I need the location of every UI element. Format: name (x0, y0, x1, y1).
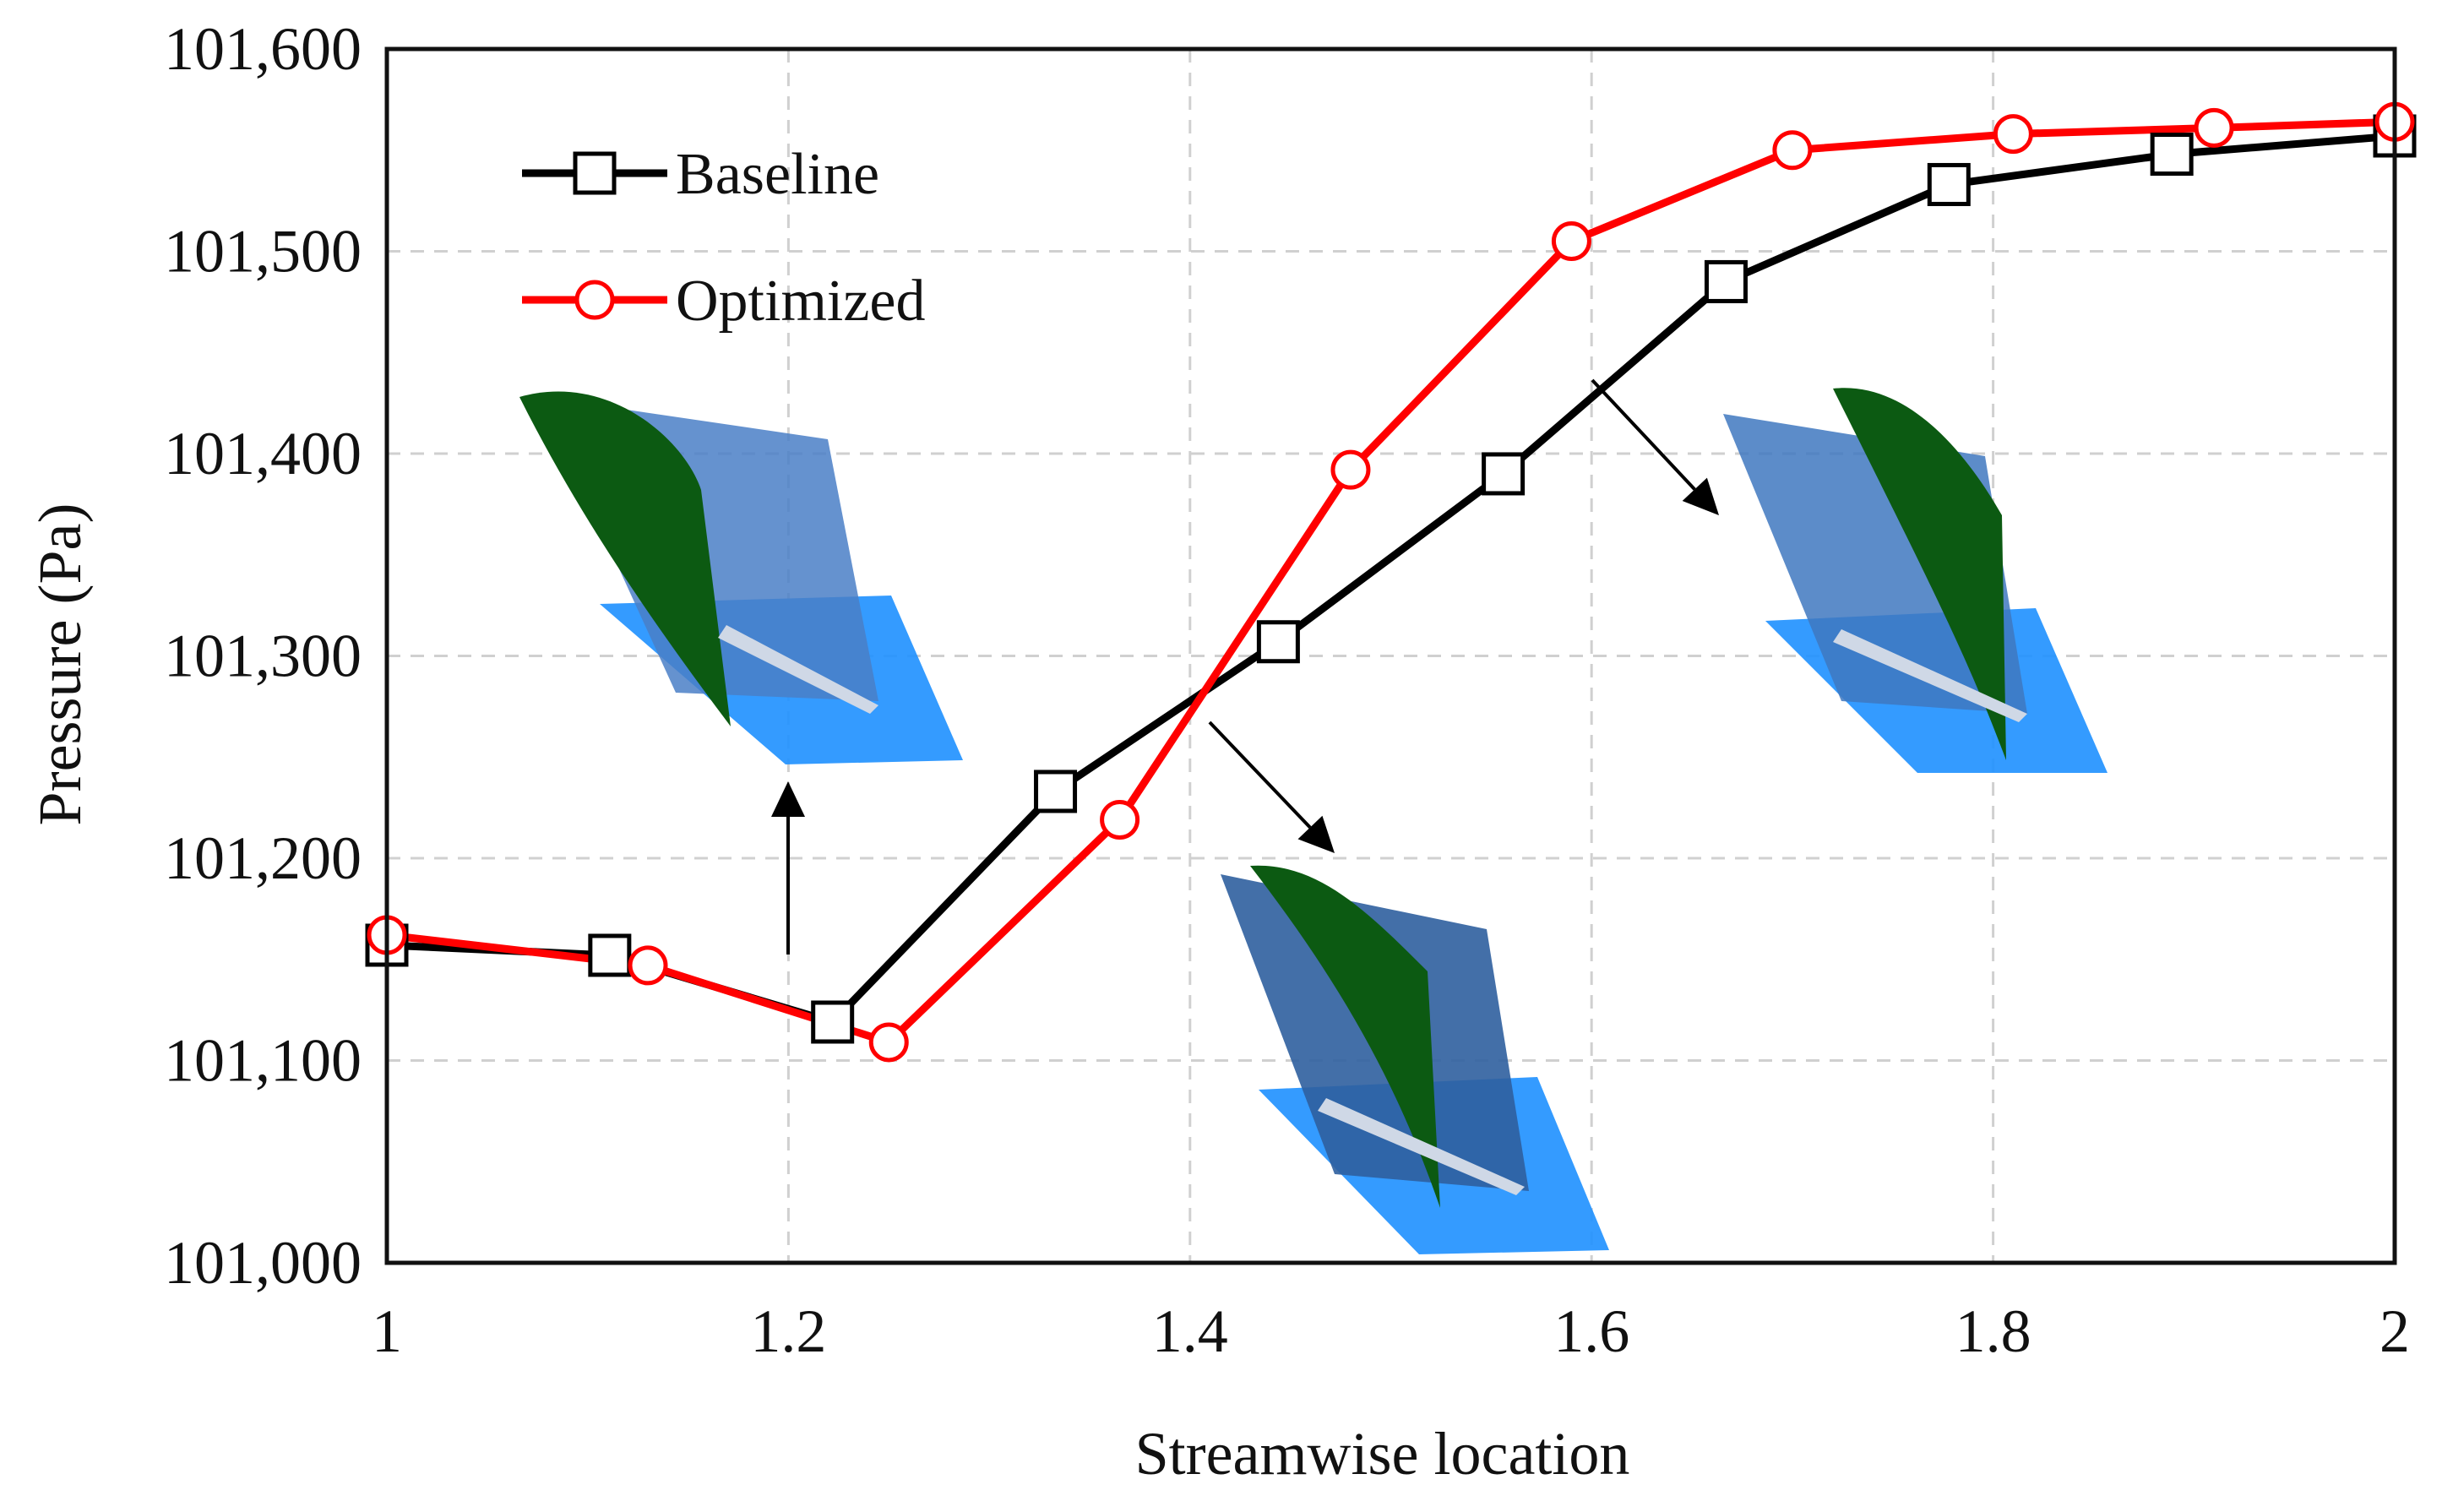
blade-geometry-inlet (519, 391, 963, 764)
legend: Baseline Optimized (522, 142, 925, 334)
data-point-baseline (2150, 133, 2194, 177)
x-axis-title: Streamwise location (1135, 1420, 1630, 1488)
data-point-optimized (1551, 221, 1591, 262)
y-tick-label: 101,000 (164, 1229, 362, 1297)
data-point-optimized (1772, 130, 1813, 171)
data-point-baseline (811, 1000, 855, 1044)
data-point-optimized (628, 945, 668, 986)
legend-label-optimized: Optimized (676, 269, 925, 334)
x-tick-label: 1.8 (1955, 1297, 2031, 1365)
data-point-baseline (1256, 620, 1300, 664)
y-tick-label: 101,100 (164, 1027, 362, 1095)
data-point-optimized (1100, 799, 1140, 840)
y-tick-label: 101,500 (164, 218, 362, 286)
data-point-baseline (1482, 452, 1526, 496)
blade-geometry-outlet (1723, 388, 2108, 773)
data-point-baseline (1927, 162, 1971, 206)
arrow-to-blade-outlet-shaft (1591, 378, 1696, 491)
y-tick-label: 101,200 (164, 824, 362, 892)
arrow-to-blade-outlet-head (1682, 477, 1719, 515)
x-tick-label: 1 (372, 1297, 402, 1365)
arrow-to-blade-mid-shaft (1208, 721, 1312, 829)
series-line-optimized (386, 117, 2396, 1047)
data-point-optimized (1993, 114, 2033, 155)
x-tick-label: 1.4 (1152, 1297, 1228, 1365)
data-point-baseline (1034, 770, 1078, 813)
x-tick-label: 1.6 (1553, 1297, 1629, 1365)
data-point-baseline (1704, 259, 1748, 303)
y-tick-label: 101,400 (164, 420, 362, 487)
series-lines (365, 101, 2417, 1063)
plot-frame (384, 46, 2397, 1265)
data-point-optimized (868, 1022, 909, 1063)
annotation-arrows (771, 378, 1719, 955)
y-tick-label: 101,300 (164, 623, 362, 690)
axes: 101,000 101,100 101,200 101,300 101,400 101,5… (26, 15, 2410, 1488)
data-point-optimized (1330, 449, 1371, 490)
y-axis-title: Pressure (Pa) (26, 503, 94, 826)
y-tick-label: 101,600 (164, 15, 362, 83)
blade-geometry-mid (1221, 865, 1609, 1254)
data-point-baseline (588, 933, 632, 977)
arrow-to-blade-mid-head (1297, 815, 1335, 853)
arrow-to-blade-inlet-head (771, 781, 805, 817)
x-tick-label: 2 (2379, 1297, 2410, 1365)
legend-label-baseline: Baseline (676, 142, 879, 207)
blade-insets (519, 388, 2108, 1254)
legend-marker-baseline (573, 151, 617, 195)
x-tick-label: 1.2 (750, 1297, 826, 1365)
data-point-optimized (2194, 107, 2234, 148)
legend-marker-optimized (574, 280, 615, 320)
